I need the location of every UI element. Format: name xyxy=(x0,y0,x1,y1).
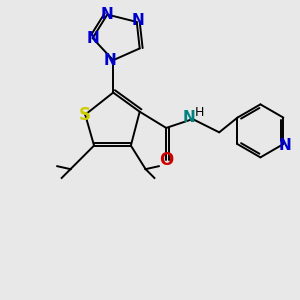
Text: S: S xyxy=(79,106,91,124)
Text: N: N xyxy=(132,13,145,28)
Text: N: N xyxy=(183,110,196,125)
Text: N: N xyxy=(278,138,291,153)
Text: N: N xyxy=(86,31,99,46)
Text: H: H xyxy=(194,106,204,119)
Text: N: N xyxy=(101,7,114,22)
Text: O: O xyxy=(159,151,173,169)
Text: N: N xyxy=(104,53,117,68)
